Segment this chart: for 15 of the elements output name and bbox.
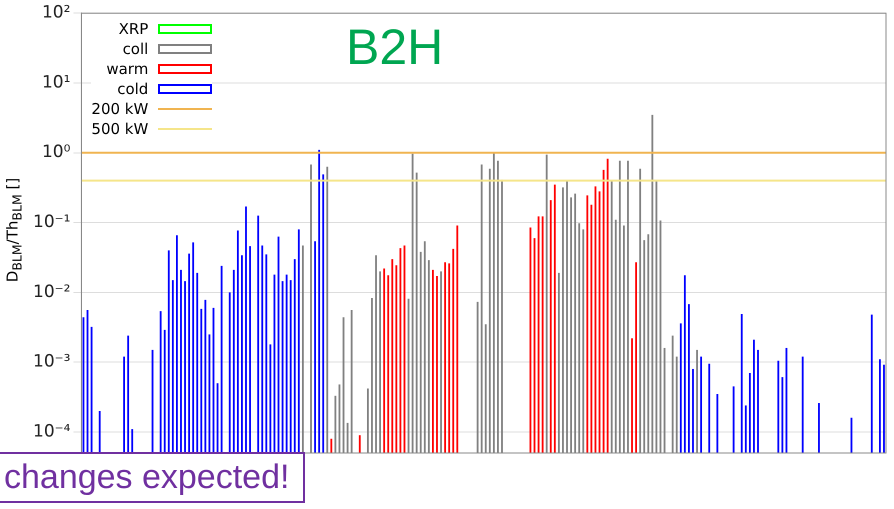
legend-label: cold (117, 79, 148, 100)
annotation: B2H (340, 18, 450, 76)
y-tick-label: 10⁰ (42, 142, 71, 162)
y-tick-label: 10⁻³ (33, 352, 70, 372)
text: changes expected! (0, 452, 306, 503)
y-tick-label: 10⁻² (33, 282, 70, 302)
legend-label: 500 kW (91, 119, 148, 140)
legend-label: coll (122, 39, 148, 60)
legend-label: XRP (118, 19, 148, 40)
legend-label: warm (106, 59, 148, 80)
y-tick-label: 10⁻⁴ (33, 421, 71, 442)
y-tick-label: 10² (42, 2, 70, 23)
y-tick-label: 10⁻¹ (33, 212, 70, 232)
y-tick-label: 10¹ (42, 72, 70, 92)
legend-label: 200 kW (91, 99, 148, 120)
